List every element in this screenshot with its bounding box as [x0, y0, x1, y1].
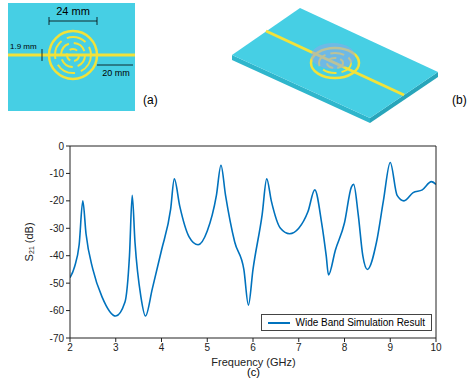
svg-text:-50: -50	[50, 278, 65, 289]
svg-text:1.9 mm: 1.9 mm	[10, 42, 37, 51]
html-text:Wide Band Simulation Result: Wide Band Simulation Result	[295, 317, 425, 328]
svg-text:4: 4	[159, 342, 165, 353]
svg-text:0: 0	[58, 141, 64, 152]
svg-text:-30: -30	[50, 223, 65, 234]
svg-text:8: 8	[342, 342, 348, 353]
svg-text:-40: -40	[50, 250, 65, 261]
svg-text:S₂₁ (dB): S₂₁ (dB)	[23, 222, 35, 261]
html-text:(c): (c)	[247, 366, 260, 378]
html-text:Frequency (GHz): Frequency (GHz)	[211, 356, 296, 368]
svg-text:24 mm: 24 mm	[56, 5, 90, 17]
html-text:(b): (b)	[452, 93, 467, 107]
svg-text:2: 2	[67, 342, 73, 353]
svg-text:-20: -20	[50, 195, 65, 206]
svg-text:7: 7	[296, 342, 302, 353]
svg-text:6: 6	[250, 342, 256, 353]
svg-text:3: 3	[113, 342, 119, 353]
svg-text:-60: -60	[50, 305, 65, 316]
svg-text:10: 10	[430, 342, 442, 353]
svg-text:5: 5	[204, 342, 210, 353]
svg-text:-70: -70	[50, 333, 65, 344]
svg-text:-10: -10	[50, 168, 65, 179]
html-text:(a): (a)	[143, 93, 158, 107]
svg-text:9: 9	[387, 342, 393, 353]
svg-text:20 mm: 20 mm	[102, 68, 130, 78]
